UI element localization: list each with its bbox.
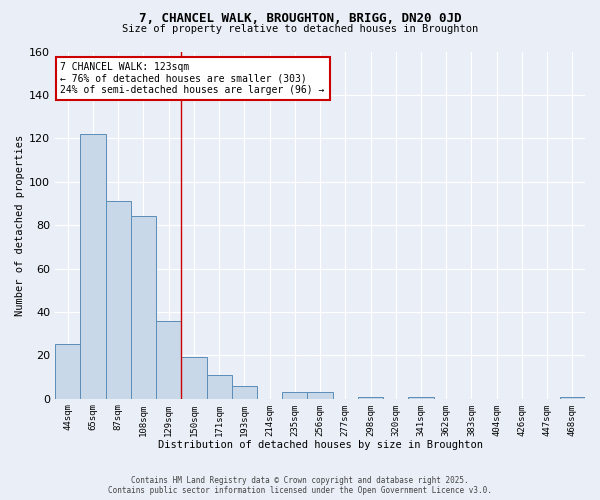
Bar (232, 386, 257, 398)
Bar (181, 358, 206, 399)
Text: Size of property relative to detached houses in Broughton: Size of property relative to detached ho… (122, 24, 478, 34)
X-axis label: Distribution of detached houses by size in Broughton: Distribution of detached houses by size … (158, 440, 482, 450)
Bar (55, 344, 80, 399)
Bar (80, 134, 106, 398)
Bar (131, 216, 156, 398)
Text: 7 CHANCEL WALK: 123sqm
← 76% of detached houses are smaller (303)
24% of semi-de: 7 CHANCEL WALK: 123sqm ← 76% of detached… (61, 62, 325, 95)
Bar (206, 375, 232, 398)
Bar (156, 320, 181, 398)
Y-axis label: Number of detached properties: Number of detached properties (15, 134, 25, 316)
Bar (409, 396, 434, 398)
Bar (307, 392, 332, 398)
Text: 7, CHANCEL WALK, BROUGHTON, BRIGG, DN20 0JD: 7, CHANCEL WALK, BROUGHTON, BRIGG, DN20 … (139, 12, 461, 26)
Bar (106, 201, 131, 398)
Bar (358, 396, 383, 398)
Bar (282, 392, 307, 398)
Bar (560, 396, 585, 398)
Text: Contains HM Land Registry data © Crown copyright and database right 2025.
Contai: Contains HM Land Registry data © Crown c… (108, 476, 492, 495)
